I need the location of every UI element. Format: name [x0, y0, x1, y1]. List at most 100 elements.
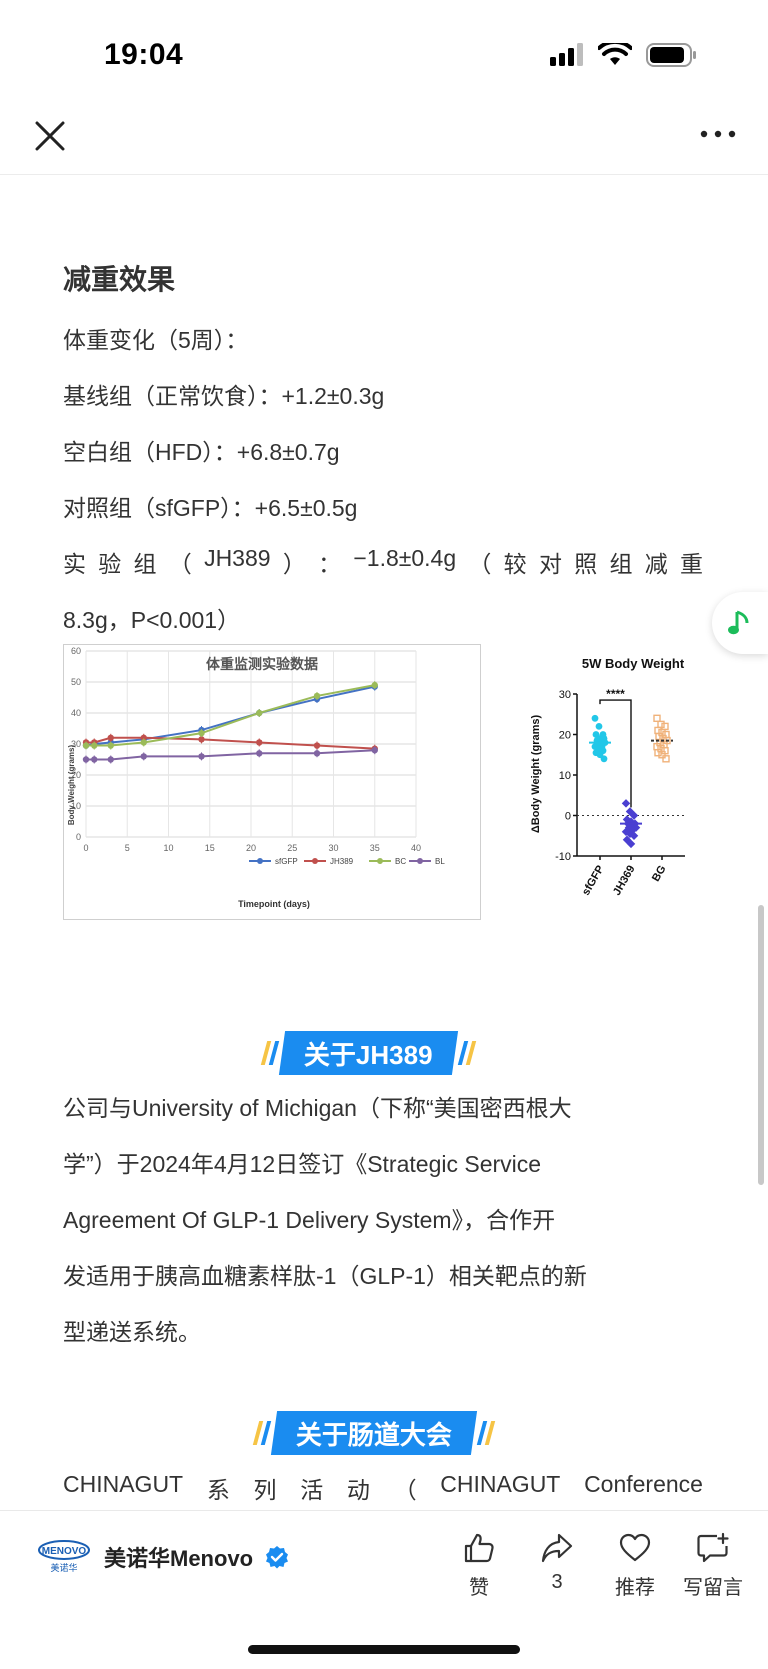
legend-marker-JH389	[312, 858, 318, 864]
music-player-tab[interactable]	[712, 592, 768, 654]
data-point-BL	[256, 750, 263, 757]
data-point-BC	[371, 681, 378, 689]
data-point-sfGFP	[591, 714, 599, 722]
close-icon[interactable]	[32, 118, 68, 154]
share-count: 3	[551, 1571, 563, 1593]
share-icon	[541, 1533, 573, 1563]
about-jh389-line-2: 学”）于2024年4月12日签订《Strategic Service	[63, 1151, 542, 1177]
series-line-sfGFP	[85, 685, 375, 747]
data-point-BL	[82, 756, 90, 763]
series-line-BL	[86, 749, 375, 761]
data-point-BL	[198, 753, 205, 760]
more-options-icon[interactable]	[698, 124, 738, 144]
svg-text:MENOVO: MENOVO	[42, 1546, 87, 1557]
legend-marker-sfGFP	[257, 858, 263, 864]
baseline-group-line: 基线组（正常饮食）：+1.2±0.3g	[63, 383, 385, 409]
y-tick-label: 10	[559, 770, 571, 782]
y-tick-label: 20	[71, 770, 81, 780]
thumbs-up-icon	[464, 1533, 494, 1563]
about-jh389-line-4: 发适用于胰高血糖素样肽-1（GLP-1）相关靶点的新	[63, 1263, 587, 1289]
like-button[interactable]: 赞	[452, 1531, 506, 1600]
x-tick-label: 5	[125, 843, 130, 853]
legend-label-BL: BL	[435, 857, 445, 866]
about-jh389-line-5: 型递送系统。	[63, 1319, 201, 1345]
control-group-line: 对照组（sfGFP）：+6.5±0.5g	[63, 495, 358, 521]
significance-bracket	[599, 699, 632, 808]
bottom-bar: MENOVO 美诺华 美诺华Menovo 赞 3 推荐	[0, 1510, 768, 1669]
data-point-JH389	[140, 734, 147, 741]
author-name[interactable]: 美诺华Menovo	[104, 1546, 254, 1571]
x-tick-label: 40	[411, 843, 421, 853]
data-point-BG	[657, 720, 665, 729]
chart-title: 体重监测实验数据	[206, 656, 318, 672]
data-point-BC	[140, 739, 147, 746]
data-point-sfGFP	[595, 723, 603, 730]
y-tick-label: 10	[71, 801, 81, 811]
data-point-BL	[313, 750, 321, 757]
author-info[interactable]: MENOVO 美诺华 美诺华Menovo	[36, 1539, 289, 1575]
x-tick-label: 20	[246, 843, 256, 853]
experiment-group-line: 实 验 组 （ JH389 ） ： −1.8±0.4g （ 较 对 照 组 减 …	[63, 545, 703, 577]
battery-icon	[646, 43, 696, 67]
y-tick-label: 20	[559, 730, 571, 742]
about-jh389-badge: 关于JH389	[258, 1030, 479, 1076]
comment-button[interactable]: 写留言	[683, 1531, 743, 1600]
body-weight-dot-plot: 5W Body Weight -10 0 10 20 30 ΔBody Weight (gr…	[525, 644, 715, 909]
y-axis-label: Body Weight (grams)	[67, 745, 76, 826]
data-point-JH389	[313, 742, 321, 749]
data-point-BC	[198, 729, 205, 737]
data-point-JH369	[626, 839, 636, 849]
recommend-label: 推荐	[615, 1577, 655, 1599]
verified-badge-icon	[266, 1546, 289, 1569]
significance-label: ****	[606, 687, 625, 701]
category-label-BG: BG	[650, 864, 669, 884]
weight-change-label: 体重变化（5周）：	[63, 327, 249, 353]
data-point-BC	[91, 742, 98, 749]
blank-group-line: 空白组（HFD）：+6.8±0.7g	[63, 439, 340, 465]
data-point-BC	[107, 742, 114, 749]
y-tick-label: 30	[71, 739, 81, 749]
y-tick-label: -10	[555, 851, 571, 863]
x-tick-label: 25	[287, 843, 297, 853]
svg-text:美诺华: 美诺华	[50, 1562, 77, 1573]
recommend-button[interactable]: 推荐	[608, 1531, 662, 1600]
about-jh389-line-3: Agreement Of GLP-1 Delivery System》，合作开	[63, 1207, 556, 1233]
scrollbar[interactable]	[758, 905, 764, 1185]
status-bar: 19:04	[0, 0, 768, 110]
data-point-BG	[661, 722, 669, 731]
weight-monitoring-chart: 0 10 20 30 40 50 60 0 5 10 15 20 25 30 35 40 体重监测实验数据 Bod…	[63, 644, 481, 920]
music-note-icon	[728, 610, 749, 635]
home-indicator	[248, 1645, 520, 1654]
comment-label: 写留言	[683, 1577, 743, 1599]
data-point-JH369	[621, 799, 631, 808]
data-point-BG	[658, 751, 666, 759]
data-point-JH389	[198, 736, 205, 743]
experiment-group-line-tail: 8.3g，P<0.001）	[63, 607, 241, 633]
category-label-JH369: JH369	[611, 864, 638, 898]
data-point-BG	[662, 755, 670, 763]
data-point-JH389	[256, 739, 263, 746]
data-point-BL	[371, 747, 378, 754]
dot-chart-y-label: ΔBody Weight (grams)	[530, 715, 542, 834]
legend-label-BC: BC	[395, 857, 406, 866]
like-label: 赞	[469, 1577, 489, 1599]
legend-marker-BC	[377, 858, 383, 864]
data-point-BL	[140, 753, 147, 760]
data-point-BL	[107, 756, 114, 763]
data-point-BG	[653, 714, 661, 723]
y-tick-label: 60	[71, 646, 81, 656]
menovo-logo: MENOVO 美诺华	[38, 1540, 90, 1573]
comment-icon	[697, 1532, 729, 1563]
x-tick-label: 35	[370, 843, 380, 853]
status-icons	[550, 42, 698, 68]
y-tick-label: 0	[76, 832, 81, 842]
x-axis-label: Timepoint (days)	[238, 899, 310, 909]
line-chart-svg: 0 10 20 30 40 50 60 0 5 10 15 20 25 30 35 40 体重监测实验数据 Bod…	[67, 646, 445, 909]
x-tick-label: 10	[163, 843, 173, 853]
chinagut-line: CHINAGUT 系 列 活 动 （ CHINAGUT Conference	[63, 1471, 703, 1503]
y-tick-label: 50	[71, 677, 81, 687]
dot-chart-title: 5W Body Weight	[582, 656, 685, 671]
share-button[interactable]: 3	[530, 1531, 584, 1600]
category-label-sfGFP: sfGFP	[580, 864, 607, 898]
data-point-BC	[256, 709, 263, 717]
